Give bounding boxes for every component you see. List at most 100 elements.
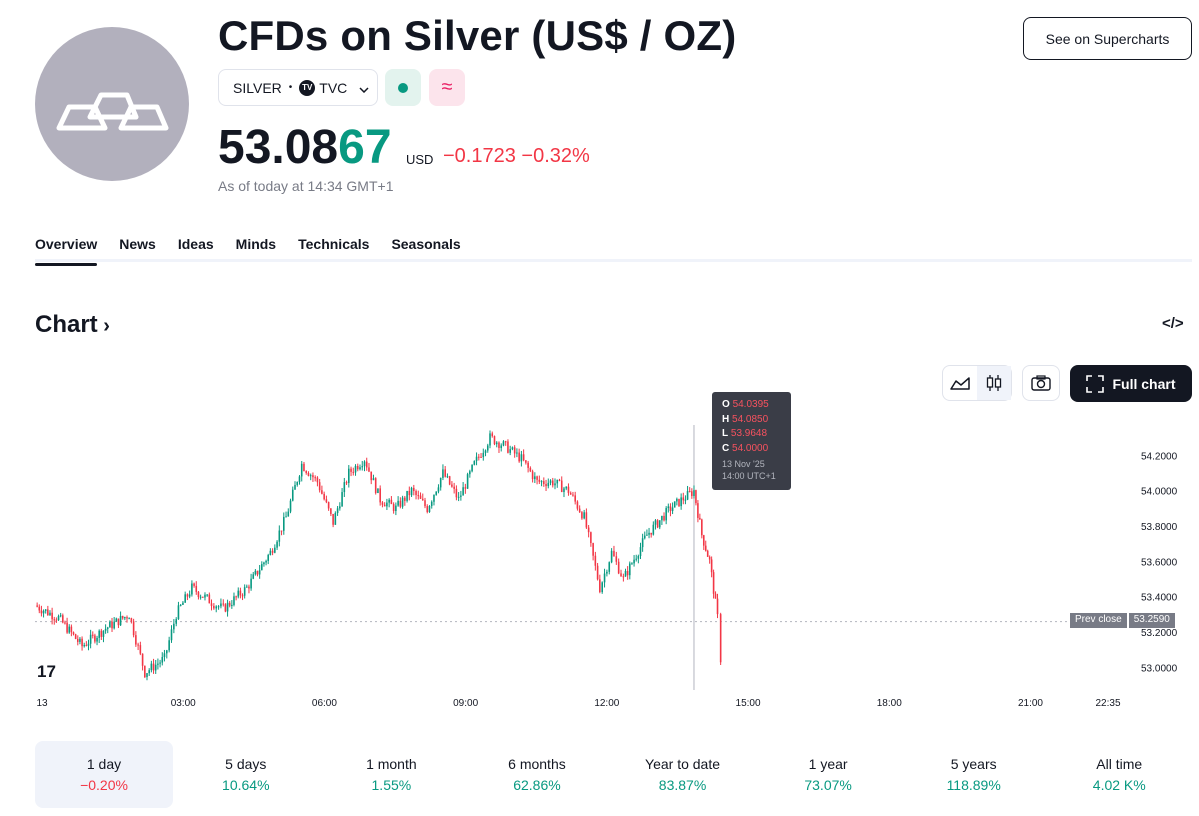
candle-body (79, 638, 81, 642)
candle-body (671, 507, 674, 511)
exchange-name: TVC (319, 79, 348, 96)
market-open-badge[interactable] (385, 69, 421, 106)
period-label: Year to date (645, 756, 721, 772)
candle-body (475, 456, 478, 461)
tab-overview[interactable]: Overview (35, 236, 98, 266)
area-chart-button[interactable] (943, 366, 977, 400)
prev-close-text: Prev close (1070, 613, 1127, 628)
candle-body (424, 500, 426, 507)
period-change: 10.64% (222, 777, 270, 793)
period-5-years[interactable]: 5 years 118.89% (901, 741, 1047, 808)
period-1-month[interactable]: 1 month 1.55% (319, 741, 465, 808)
candle-body (228, 602, 231, 606)
candle-body (204, 594, 206, 598)
candle-body (576, 501, 579, 509)
candle-body (446, 476, 449, 478)
see-on-supercharts-button[interactable]: See on Supercharts (1023, 17, 1192, 60)
candle-body (300, 463, 303, 477)
period-1-day[interactable]: 1 day −0.20% (35, 741, 173, 808)
period-change: 1.55% (371, 777, 412, 793)
tab-seasonals[interactable]: Seasonals (391, 236, 461, 252)
symbol-name: SILVER (233, 79, 282, 96)
candle-body (500, 445, 503, 448)
period-label: 6 months (508, 756, 566, 772)
candle-body (633, 559, 635, 564)
candle-body (237, 590, 240, 597)
tooltip-o-label: O (722, 399, 730, 410)
candle-body (435, 491, 438, 495)
candle-body (348, 468, 350, 483)
candle-body (154, 664, 157, 671)
candle-body (404, 497, 406, 501)
candle-body (191, 583, 193, 595)
candle-body (254, 570, 257, 575)
candle-body (502, 441, 505, 446)
candle-body (241, 595, 244, 597)
candles-button[interactable] (977, 366, 1011, 400)
tab-ideas[interactable]: Ideas (177, 236, 214, 252)
tab-technicals[interactable]: Technicals (298, 236, 370, 252)
ohlc-tooltip: O 54.0395 H 54.0850 L 53.9648 C 54.0000 … (712, 392, 791, 490)
candle-body (130, 618, 133, 622)
price-tail: 67 (338, 121, 392, 174)
candle-body (583, 512, 585, 519)
tabs-divider (35, 259, 1192, 262)
candle-body (350, 468, 352, 472)
code-embed-icon[interactable]: </> (1162, 315, 1184, 332)
period-1-year[interactable]: 1 year 73.07% (755, 741, 901, 808)
period-5-days[interactable]: 5 days 10.64% (173, 741, 319, 808)
candle-body (40, 610, 43, 614)
period-all-time[interactable]: All time 4.02 K% (1046, 741, 1192, 808)
candle-body (462, 487, 464, 496)
candle-body (72, 632, 75, 635)
approx-icon: ≈ (441, 76, 453, 98)
candle-body (62, 615, 64, 623)
candle-body (135, 635, 137, 645)
period-6-months[interactable]: 6 months 62.86% (464, 741, 610, 808)
cfd-badge[interactable]: ≈ (429, 69, 465, 106)
chart-section-link[interactable]: Chart › (35, 311, 110, 339)
candle-body (263, 562, 265, 565)
tab-news[interactable]: News (119, 236, 156, 252)
candle-body (111, 621, 113, 629)
candle-body (716, 598, 719, 615)
candle-body (626, 570, 629, 576)
candle-body (345, 482, 348, 484)
candle-body (558, 479, 561, 481)
full-chart-button[interactable]: Full chart (1070, 365, 1192, 402)
candle-body (464, 487, 467, 489)
snapshot-button[interactable] (1022, 365, 1060, 401)
price-change: −0.1723 −0.32% (443, 145, 590, 167)
candle-body (697, 503, 699, 518)
tooltip-close: 54.0000 (732, 442, 769, 454)
candle-body (451, 484, 453, 487)
candle-body (197, 591, 200, 597)
candle-body (267, 554, 270, 561)
candle-body (549, 480, 552, 483)
period-year-to-date[interactable]: Year to date 83.87% (610, 741, 756, 808)
y-tick-label: 53.4000 (1141, 593, 1178, 604)
candle-body (381, 502, 384, 505)
candle-body (511, 447, 514, 450)
candle-body (680, 497, 682, 507)
candle-body (608, 562, 611, 572)
prev-close-value: 53.2590 (1128, 613, 1175, 628)
candle-body (285, 516, 287, 518)
tab-minds[interactable]: Minds (235, 236, 277, 252)
price-chart[interactable]: 54.2000 54.0000 53.8000 53.6000 53.4000 53.20… (0, 380, 1199, 720)
candle-body (161, 657, 164, 663)
x-tick-label: 09:00 (453, 698, 478, 709)
candle-body (540, 481, 543, 483)
candle-body (243, 587, 246, 596)
candle-body (332, 513, 334, 525)
candle-body (719, 614, 722, 663)
period-change: 4.02 K% (1092, 777, 1146, 793)
candle-body (585, 512, 588, 528)
candle-body (701, 519, 703, 536)
candle-body (370, 471, 373, 481)
x-tick-label: 12:00 (594, 698, 619, 709)
x-tick-label: 18:00 (877, 698, 902, 709)
candle-body (516, 452, 518, 454)
candle-body (543, 481, 545, 485)
symbol-selector[interactable]: SILVER • TV TVC (218, 69, 378, 106)
